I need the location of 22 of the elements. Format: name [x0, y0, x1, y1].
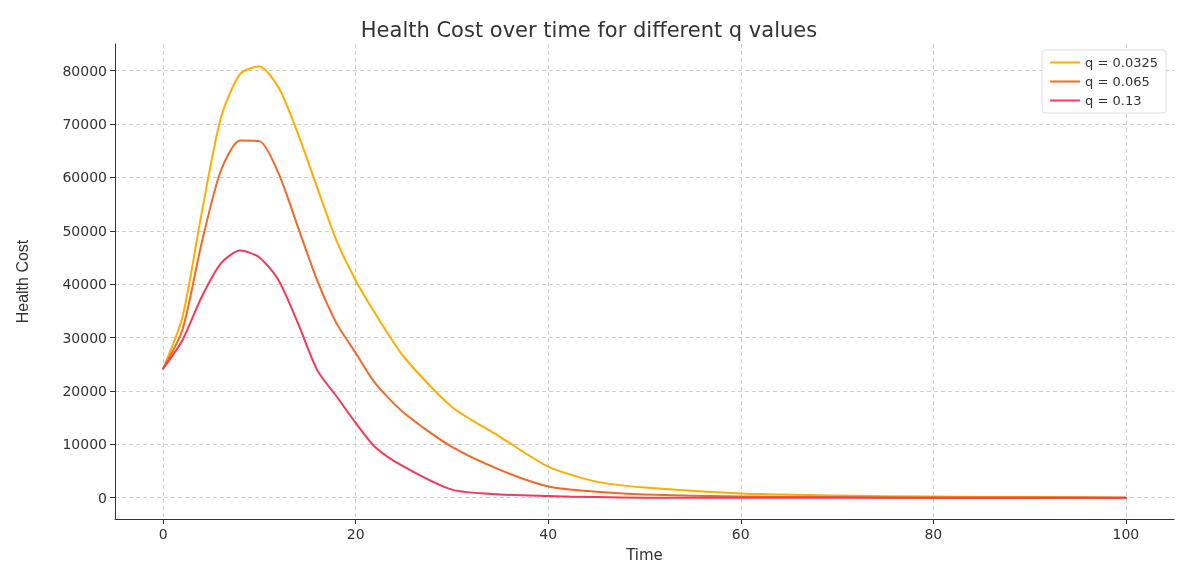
y-tick-label: 10000	[62, 436, 107, 453]
line-series	[162, 249, 1127, 499]
y-tick-label: 80000	[62, 62, 107, 79]
y-tick-label: 30000	[62, 329, 107, 346]
x-tick-label: 60	[731, 526, 750, 542]
y-tick-label: 40000	[62, 276, 107, 293]
legend-label: q = 0.13	[1085, 93, 1142, 108]
legend-label: q = 0.0325	[1085, 55, 1159, 70]
x-tick-label: 100	[1112, 526, 1140, 542]
x-tick-label: 40	[539, 526, 558, 542]
y-tick-label: 0	[98, 489, 107, 506]
y-tick-label: 20000	[62, 382, 107, 399]
y-axis-title: Health Cost	[13, 239, 31, 324]
y-tick-label: 70000	[62, 116, 107, 133]
x-axis-title: Time	[625, 545, 663, 564]
chart-title: Health Cost over time for different q values	[360, 17, 818, 42]
legend-label: q = 0.065	[1085, 74, 1150, 89]
x-tick-label: 0	[158, 526, 168, 542]
x-tick-label: 80	[924, 526, 943, 542]
y-tick-label: 60000	[62, 169, 107, 186]
y-tick-label: 50000	[62, 222, 107, 239]
x-tick-label: 20	[346, 526, 365, 542]
